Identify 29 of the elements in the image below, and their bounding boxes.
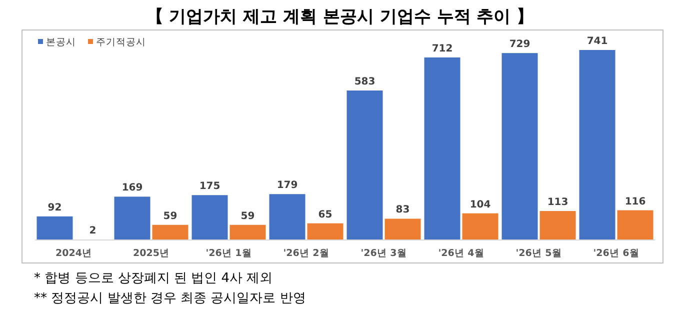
text: * 합병 등으로 상장폐지 된 법인 4사 제외 [34,271,273,286]
data-label: 113 [547,197,568,208]
x-tick-label: '26년 4월 [438,248,484,259]
data-label: 116 [624,196,646,208]
data-label: 175 [199,181,220,192]
x-tick-label: 2024년 [56,248,92,259]
data-label: 59 [240,210,255,222]
data-label: 83 [396,204,410,216]
data-label: 729 [509,39,530,50]
x-tick-label: '26년 2월 [283,248,330,259]
data-label: 179 [276,180,298,192]
data-label: 59 [163,210,178,222]
x-tick-label: '26년 1월 [206,248,252,259]
x-tick-label: 2025년 [133,248,170,259]
data-label: 104 [470,199,491,210]
x-tick-label: '26년 3월 [360,248,407,259]
data-label: 583 [354,76,376,88]
x-tick-label: '26년 6월 [593,248,640,259]
text: ** 정정공시 발생한 경우 최종 공시일자로 반영 [34,291,306,306]
legend-label: 본공시 [46,37,76,48]
chart-title: 【 기업가치 제고 계획 본공시 기업수 누적 추이 】 [146,7,534,27]
data-label: 741 [586,36,608,47]
legend-label: 주기적공시 [96,37,146,48]
data-label: 2 [89,225,96,236]
data-label: 712 [432,43,453,54]
data-label: 65 [318,209,332,220]
x-tick-label: '26년 5월 [516,248,562,259]
data-label: 92 [48,202,62,214]
data-label: 169 [122,182,143,194]
